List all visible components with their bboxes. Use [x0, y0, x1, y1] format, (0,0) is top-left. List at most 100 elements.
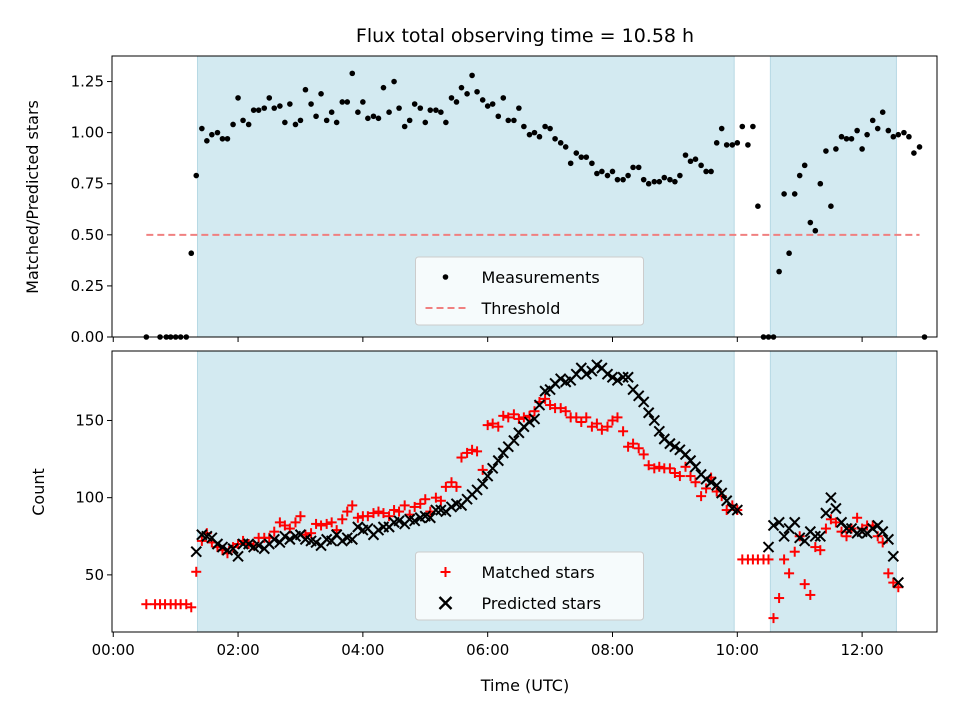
data-point — [401, 123, 408, 130]
data-point — [547, 125, 553, 132]
matched-star-point — [628, 438, 639, 449]
predicted-star-point — [820, 507, 832, 519]
data-point — [776, 268, 782, 275]
bottom-panel: 50 100 150 00:00 02:00 04:00 06:00 08:00 10:00 12… — [75, 350, 938, 659]
matched-star-point — [591, 418, 602, 429]
data-point — [313, 113, 319, 120]
data-point — [479, 97, 486, 103]
matched-star-point — [674, 471, 685, 482]
predicted-star-point — [887, 550, 900, 563]
matched-star-point — [690, 477, 701, 488]
matched-star-point — [784, 568, 795, 579]
data-point — [386, 109, 392, 115]
matched-star-point — [347, 500, 358, 511]
matched-star-point — [337, 514, 348, 525]
matched-star-point — [321, 518, 332, 529]
predicted-star-point — [825, 491, 837, 504]
data-point — [651, 178, 658, 185]
data-point — [360, 99, 366, 105]
predicted-star-point — [798, 535, 811, 547]
data-point — [594, 170, 600, 177]
data-point — [823, 148, 829, 154]
matched-star-point — [378, 508, 389, 519]
matched-star-point — [186, 602, 197, 613]
data-point — [433, 107, 439, 113]
x-tick-label: 08:00 — [591, 641, 634, 659]
matched-star-point — [789, 546, 800, 557]
plot-frame — [111, 55, 938, 338]
matched-star-point — [409, 501, 420, 512]
predicted-star-point — [809, 530, 822, 542]
matched-star-point — [362, 511, 373, 522]
data-point — [620, 176, 626, 183]
data-point — [516, 105, 522, 111]
predicted-star-point — [284, 533, 296, 546]
data-point — [255, 107, 262, 113]
data-point — [599, 168, 605, 175]
matched-star-point — [191, 566, 202, 577]
data-point — [781, 191, 787, 197]
data-point — [703, 168, 709, 175]
data-point — [302, 86, 309, 93]
data-point — [443, 119, 449, 126]
matched-star-point — [576, 417, 587, 428]
data-point — [292, 121, 299, 128]
matched-star-point — [701, 483, 712, 494]
matched-star-point — [643, 460, 654, 471]
x-tick-label: 06:00 — [466, 641, 509, 659]
predicted-star-point — [715, 487, 728, 499]
chart-title: Flux total observing time = 10.58 h — [356, 25, 694, 47]
predicted-star-point — [580, 368, 592, 380]
data-point — [729, 142, 736, 148]
data-point — [271, 105, 278, 111]
data-point — [193, 172, 200, 179]
predicted-star-point — [840, 522, 853, 535]
data-point — [645, 180, 652, 187]
data-point — [838, 133, 845, 140]
data-point — [667, 176, 673, 183]
predicted-star-point — [882, 533, 895, 546]
observing-window-1 — [769, 55, 897, 338]
predicted-star-point — [642, 407, 655, 419]
data-point — [698, 162, 704, 169]
data-point — [542, 123, 548, 130]
matched-star-point — [373, 506, 384, 517]
data-point — [869, 117, 876, 124]
bottom-y-axis-label: Count — [29, 468, 48, 516]
predicted-star-point — [653, 425, 666, 437]
matched-star-point — [779, 554, 790, 565]
y-tick-label: 0.75 — [71, 175, 104, 193]
matched-star-point — [384, 511, 395, 522]
y-tick-label: 0.50 — [71, 226, 104, 244]
matched-star-point — [633, 443, 644, 454]
data-point — [308, 101, 314, 107]
matched-star-point — [618, 426, 629, 437]
matched-star-point — [467, 444, 478, 455]
data-point — [796, 172, 803, 179]
matched-star-point — [472, 446, 483, 457]
matched-star-point — [883, 568, 894, 579]
predicted-star-point — [492, 454, 504, 467]
predicted-star-point — [778, 530, 790, 542]
predicted-star-point — [731, 504, 744, 516]
predicted-star-point — [227, 542, 239, 555]
legend: Matched stars Predicted stars — [415, 551, 644, 621]
data-point — [355, 109, 361, 115]
data-point — [833, 146, 839, 152]
matched-star-point — [805, 589, 816, 600]
predicted-star-point — [424, 512, 436, 524]
matched-star-point — [368, 508, 379, 519]
data-point — [828, 203, 834, 210]
predicted-star-point — [611, 374, 624, 387]
matched-star-point — [141, 599, 152, 610]
data-point — [911, 150, 917, 156]
matched-star-point — [654, 461, 665, 472]
data-point — [854, 127, 860, 134]
matched-star-point — [446, 477, 457, 488]
predicted-star-point — [830, 502, 842, 515]
x-tick-label: 10:00 — [716, 641, 759, 659]
data-point — [500, 95, 507, 101]
predicted-star-point — [705, 476, 717, 488]
matched-star-point — [571, 412, 582, 423]
data-point — [214, 129, 221, 136]
